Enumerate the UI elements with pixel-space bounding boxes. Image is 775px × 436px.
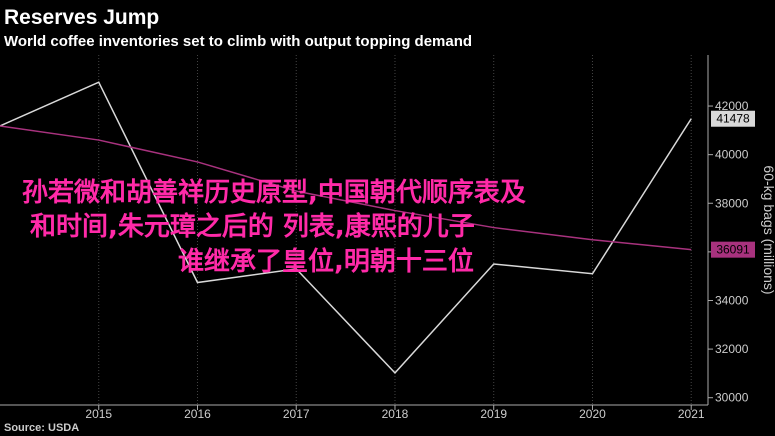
- value-tag-box: [711, 241, 755, 258]
- series-line: [0, 125, 692, 251]
- x-tick-label: 2015: [85, 407, 112, 421]
- x-tick-label: 2018: [382, 407, 409, 421]
- y-tick-label: 34000: [715, 293, 749, 307]
- y-tick-label: 30000: [715, 391, 749, 405]
- source: Source: USDA: [4, 422, 79, 434]
- x-tick-label: 2017: [283, 407, 310, 421]
- y-tick-label: 38000: [715, 196, 749, 210]
- overlay-text: 谁继承了皇位,明朝十三位: [178, 247, 474, 277]
- value-label: 36091: [716, 243, 750, 257]
- overlay-text: 和时间,朱元璋之后的 列表,康熙的儿子: [30, 212, 475, 242]
- y-tick-label: 32000: [715, 342, 749, 356]
- y-tick-label: 42000: [715, 99, 749, 113]
- y-tick-label: 40000: [715, 148, 749, 162]
- x-tick-label: 2016: [184, 407, 211, 421]
- value-tag: 41478: [711, 110, 755, 127]
- value-tag: 36091: [711, 241, 755, 258]
- overlay-text: 孙若微和胡善祥历史原型,中国朝代顺序表及: [22, 178, 526, 208]
- value-tag-box: [711, 110, 755, 127]
- chart-subtitle: World coffee inventories set to climb wi…: [4, 33, 472, 50]
- x-tick-label: 2019: [480, 407, 507, 421]
- x-tick-label: 2021: [678, 407, 705, 421]
- x-tick-label: 2020: [579, 407, 606, 421]
- series-line: [0, 81, 692, 375]
- y-axis-label: 60-kg bags (millions): [761, 165, 775, 294]
- chart-title: Reserves Jump: [4, 6, 159, 29]
- value-label: 41478: [716, 112, 750, 126]
